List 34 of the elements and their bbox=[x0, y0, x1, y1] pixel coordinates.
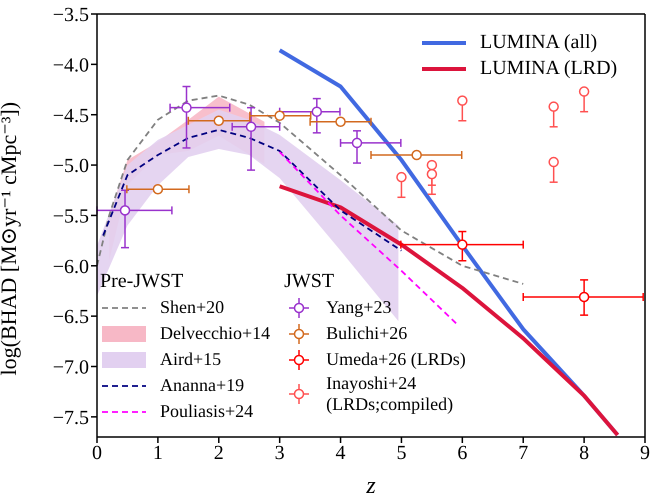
y-axis-title: log(BHAD [M⊙yr⁻¹ cMpc⁻³]) bbox=[0, 102, 21, 376]
y-tick-label: −6.0 bbox=[52, 256, 89, 278]
legend-label: Bulichi+26 bbox=[326, 323, 408, 344]
x-tick-label: 2 bbox=[214, 442, 224, 464]
legend-label: LUMINA (all) bbox=[480, 31, 598, 53]
y-tick-label: −7.5 bbox=[52, 406, 89, 429]
x-axis-title: z bbox=[365, 473, 376, 493]
x-tick-label: 6 bbox=[457, 442, 468, 464]
y-tick-label: −5.0 bbox=[52, 155, 89, 178]
legend-label: Yang+23 bbox=[326, 297, 392, 318]
legend-label: LUMINA (LRD) bbox=[480, 57, 618, 79]
legend-label: Shen+20 bbox=[160, 297, 224, 318]
annotation: Pre-JWST bbox=[100, 270, 184, 293]
x-tick-label: 4 bbox=[336, 442, 346, 464]
x-tick-label: 1 bbox=[152, 442, 163, 464]
y-tick-label: −4.0 bbox=[52, 54, 89, 76]
y-tick-label: −7.0 bbox=[52, 356, 89, 379]
annotation: JWST bbox=[284, 270, 336, 293]
y-tick-label: −4.5 bbox=[52, 104, 89, 127]
x-tick-label: 9 bbox=[640, 442, 650, 464]
y-tick-label: −3.5 bbox=[52, 4, 89, 26]
legend-label: Pouliasis+24 bbox=[160, 401, 254, 422]
y-tick-label: −6.5 bbox=[52, 306, 89, 328]
legend-label: Aird+15 bbox=[160, 349, 222, 370]
legend-label: Ananna+19 bbox=[160, 375, 244, 396]
x-tick-label: 8 bbox=[579, 442, 590, 464]
legend-label: Umeda+26 (LRDs) bbox=[326, 349, 466, 370]
x-tick-label: 5 bbox=[396, 442, 406, 464]
legend-label: Delvecchio+14 bbox=[160, 323, 270, 344]
x-tick-label: 3 bbox=[274, 442, 285, 464]
x-tick-label: 0 bbox=[92, 442, 102, 464]
x-tick-label: 7 bbox=[518, 442, 528, 464]
y-tick-label: −5.5 bbox=[52, 206, 89, 228]
legend-label: Inayoshi+24 (LRDs;compiled) bbox=[326, 373, 454, 415]
